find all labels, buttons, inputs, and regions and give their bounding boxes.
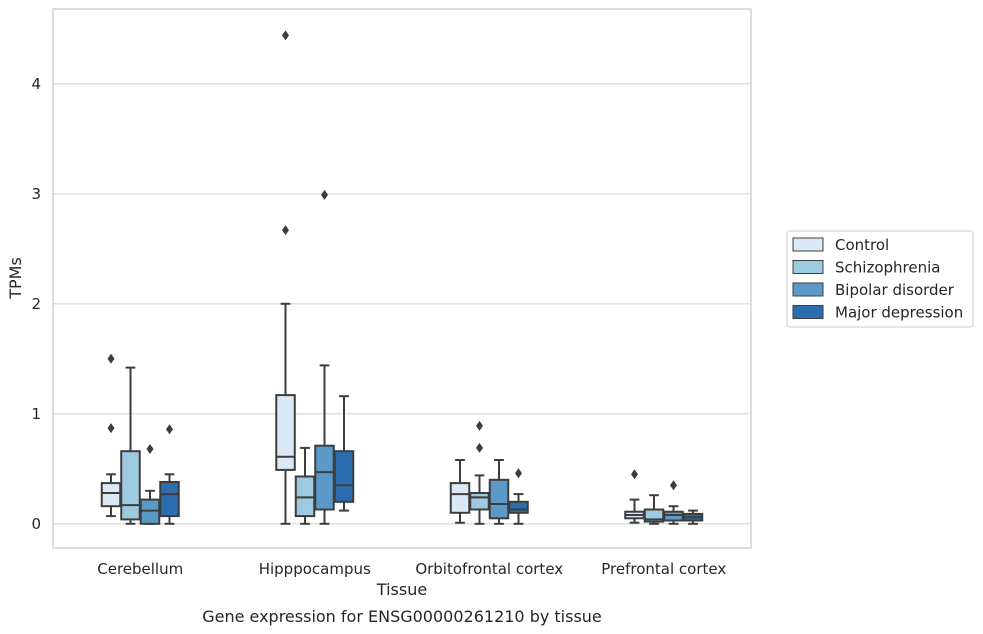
outlier-point-0 bbox=[282, 225, 289, 236]
legend-swatch-3 bbox=[792, 305, 824, 319]
box-body bbox=[120, 450, 141, 521]
y-tick-label-0: 0 bbox=[31, 515, 41, 533]
box-2-3 bbox=[508, 468, 529, 525]
y-tick-label-3: 3 bbox=[31, 185, 41, 203]
box-2-1 bbox=[469, 420, 490, 525]
legend-swatch-1 bbox=[792, 260, 824, 274]
y-axis-ticks: 0 1 2 3 4 bbox=[31, 75, 41, 533]
box-body bbox=[294, 475, 316, 518]
legend-label-3: Major depression bbox=[835, 304, 963, 322]
outlier-point-1 bbox=[476, 420, 483, 431]
legend-frame bbox=[786, 230, 974, 328]
plot-area-frame bbox=[52, 8, 752, 549]
box-body bbox=[275, 394, 296, 471]
box-2-0 bbox=[449, 459, 471, 524]
legend-label-2: Bipolar disorder bbox=[835, 281, 955, 299]
legend-label-1: Schizophrenia bbox=[835, 259, 940, 277]
box-body bbox=[333, 450, 355, 503]
outlier-point-0 bbox=[631, 469, 638, 480]
outlier-point-0 bbox=[146, 444, 154, 454]
legend-items: Control Schizophrenia Bipolar disorder Majo… bbox=[792, 236, 963, 322]
box-1-1 bbox=[294, 446, 316, 525]
outlier-point-0 bbox=[670, 480, 677, 491]
x-tick-label-1: Hipppocampus bbox=[259, 560, 371, 578]
box-1-3 bbox=[333, 395, 355, 512]
y-axis-label: TPMs bbox=[6, 257, 25, 300]
outlier-point-0 bbox=[166, 424, 173, 435]
box-0-2 bbox=[139, 444, 161, 525]
outlier-point-0 bbox=[321, 189, 328, 200]
gridlines bbox=[53, 83, 751, 525]
x-axis-ticks: Cerebellum Hipppocampus Orbitofrontal cort… bbox=[97, 560, 726, 578]
x-axis-label: Tissue bbox=[376, 580, 427, 599]
box-1-0 bbox=[275, 30, 296, 525]
legend: Control Schizophrenia Bipolar disorder Majo… bbox=[786, 230, 974, 328]
box-2-2 bbox=[488, 459, 510, 525]
box-3-3 bbox=[682, 509, 704, 525]
box-body bbox=[469, 492, 490, 511]
y-tick-label-1: 1 bbox=[31, 405, 41, 423]
legend-label-0: Control bbox=[835, 236, 889, 254]
box-0-1 bbox=[120, 366, 141, 525]
box-3-2 bbox=[663, 480, 684, 525]
y-tick-label-2: 2 bbox=[31, 295, 41, 313]
y-tick-label-4: 4 bbox=[31, 75, 41, 93]
outlier-point-1 bbox=[107, 353, 115, 364]
box-1-2 bbox=[314, 189, 335, 525]
box-body bbox=[314, 444, 335, 511]
box-3-1 bbox=[643, 494, 665, 525]
chart-title: Gene expression for ENSG00000261210 by t… bbox=[202, 607, 602, 626]
box-body bbox=[488, 478, 510, 520]
legend-swatch-0 bbox=[792, 237, 824, 252]
outlier-point-1 bbox=[282, 30, 289, 41]
box-body bbox=[508, 500, 529, 514]
box-body bbox=[449, 482, 471, 514]
box-0-0 bbox=[100, 353, 122, 518]
box-body bbox=[159, 481, 180, 518]
outlier-point-0 bbox=[107, 423, 115, 434]
box-body bbox=[100, 482, 122, 508]
box-0-3 bbox=[159, 424, 180, 525]
box-body bbox=[139, 498, 161, 525]
x-tick-label-2: Orbitofrontal cortex bbox=[415, 560, 563, 578]
box-3-0 bbox=[624, 469, 645, 524]
legend-swatch-2 bbox=[792, 282, 824, 297]
boxes bbox=[100, 30, 704, 525]
x-tick-label-0: Cerebellum bbox=[97, 560, 183, 578]
x-tick-label-3: Prefrontal cortex bbox=[601, 560, 726, 578]
outlier-point-0 bbox=[515, 468, 522, 479]
box-body bbox=[663, 510, 684, 522]
outlier-point-0 bbox=[476, 442, 483, 453]
